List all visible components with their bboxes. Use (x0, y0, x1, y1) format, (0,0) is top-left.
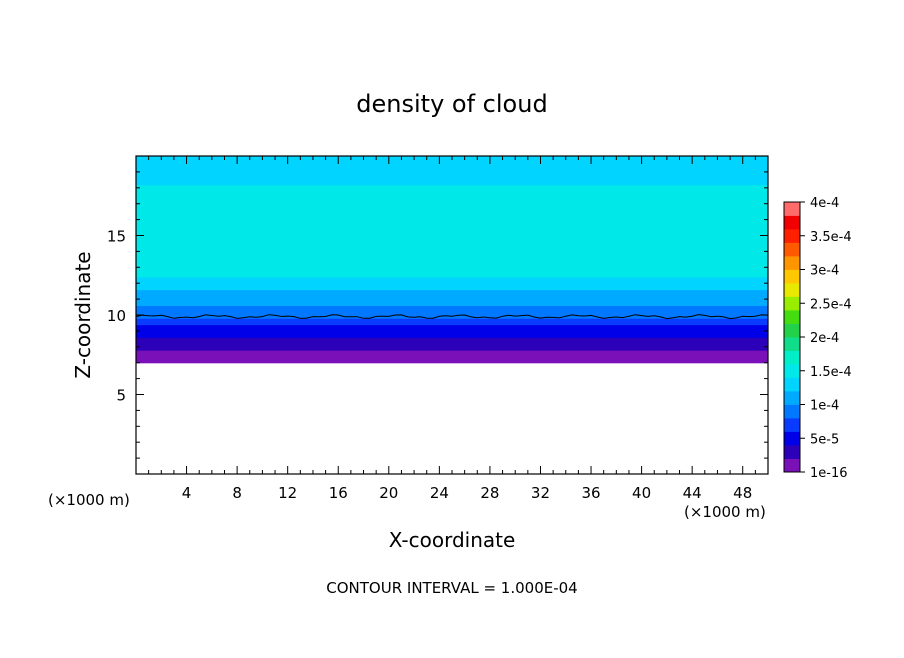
density-band (136, 211, 768, 268)
y-axis: 5 10 15 (107, 171, 768, 459)
density-band (136, 200, 768, 213)
chart-title: density of cloud (356, 90, 547, 118)
x-tick-label: 40 (632, 484, 651, 502)
colorbar-label: 1.5e-4 (810, 365, 852, 380)
colorbar-swatch (784, 256, 800, 270)
colorbar-swatch (784, 310, 800, 324)
colorbar-swatch (784, 445, 800, 459)
colorbar-swatch (784, 458, 800, 473)
colorbar-swatch (784, 202, 800, 216)
x-tick-label: 28 (480, 484, 499, 502)
density-band (136, 330, 768, 338)
colorbar-swatch (784, 296, 800, 311)
x-tick-label: 32 (531, 484, 550, 502)
x-tick-label: 24 (430, 484, 449, 502)
colorbar: 1e-16 5e-5 1e-4 1.5e-4 2e-4 2.5e-4 3e-4 3.5e-4 4… (783, 196, 852, 481)
y-tick-label: 15 (107, 228, 126, 246)
y-axis-label: Z-coordinate (71, 251, 95, 378)
colorbar-label: 3.5e-4 (810, 230, 852, 245)
colorbar-label: 1e-16 (810, 466, 848, 481)
x-axis: 4 8 12 16 20 24 28 32 36 40 44 48 (148, 156, 756, 502)
colorbar-swatch (784, 269, 800, 284)
colorbar-swatch (784, 337, 800, 351)
colorbar-swatch (784, 404, 800, 419)
colorbar-label: 5e-5 (810, 432, 839, 447)
colorbar-swatch (784, 242, 800, 257)
x-tick-label: 4 (182, 484, 192, 502)
colorbar-label: 1e-4 (810, 399, 839, 414)
colorbar-label: 2.5e-4 (810, 297, 852, 312)
colorbar-swatch (784, 323, 800, 338)
density-band (136, 349, 768, 357)
contour-line (136, 314, 768, 320)
colorbar-swatch (784, 391, 800, 405)
y-tick-label: 10 (107, 307, 126, 325)
plot-area (136, 156, 768, 474)
density-band (136, 318, 768, 326)
density-band (136, 343, 768, 351)
contour-interval-note: CONTOUR INTERVAL = 1.000E-04 (326, 579, 577, 597)
density-band (136, 324, 768, 332)
colorbar-swatch (784, 229, 800, 243)
density-band (136, 184, 768, 202)
colorbar-swatch (784, 215, 800, 230)
density-band (136, 289, 768, 300)
density-band (136, 156, 768, 186)
y-tick-label: 5 (116, 387, 126, 405)
x-unit-label: (×1000 m) (684, 503, 766, 521)
colorbar-swatch (784, 364, 800, 378)
x-tick-label: 20 (379, 484, 398, 502)
x-tick-label: 48 (733, 484, 752, 502)
colorbar-label: 2e-4 (810, 331, 839, 346)
density-band (136, 305, 768, 313)
y-unit-label: (×1000 m) (48, 491, 130, 509)
colorbar-label: 3e-4 (810, 264, 839, 279)
density-band (136, 267, 768, 278)
colorbar-swatch (784, 283, 800, 297)
density-band (136, 276, 768, 291)
x-tick-label: 8 (232, 484, 242, 502)
density-band (136, 299, 768, 307)
x-axis-label: X-coordinate (389, 528, 516, 552)
x-tick-label: 16 (329, 484, 348, 502)
colorbar-swatch (784, 418, 800, 432)
colorbar-swatch (784, 431, 800, 446)
x-tick-label: 36 (581, 484, 600, 502)
colorbar-swatch (784, 350, 800, 365)
colorbar-label: 4e-4 (810, 196, 839, 211)
density-band (136, 311, 768, 319)
density-band (136, 356, 768, 364)
colorbar-swatch (784, 377, 800, 392)
x-tick-label: 12 (278, 484, 297, 502)
density-band (136, 337, 768, 345)
x-tick-label: 44 (683, 484, 702, 502)
